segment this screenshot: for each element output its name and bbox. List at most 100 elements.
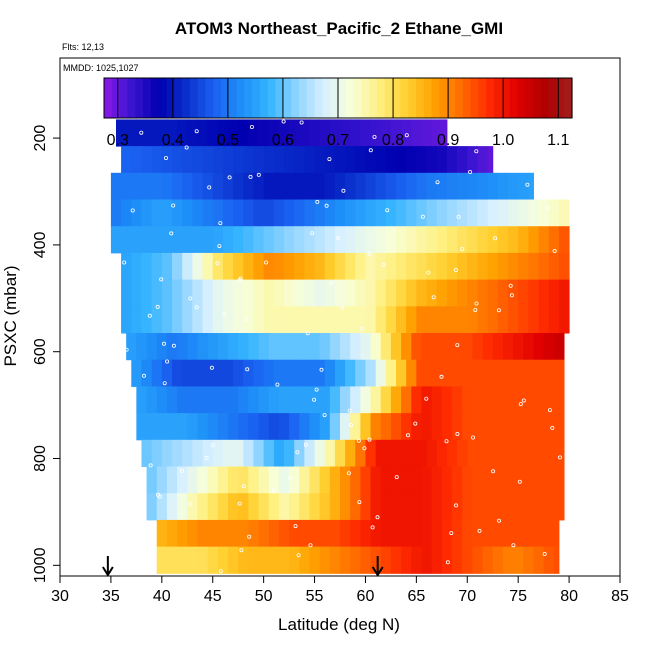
heatmap-cell: [110, 199, 122, 227]
heatmap-cell: [304, 252, 316, 281]
heatmap-cell: [309, 119, 321, 147]
colorbar-segment: [291, 78, 300, 118]
sample-point: [264, 260, 269, 265]
heatmap-cell: [212, 306, 224, 334]
heatmap-cell: [212, 252, 224, 281]
x-axis-label: Latitude (deg N): [278, 615, 400, 634]
heatmap-cell: [401, 386, 412, 414]
heatmap-cell: [462, 493, 473, 521]
heatmap-cell: [268, 466, 280, 494]
sample-point: [404, 133, 409, 138]
heatmap-cell: [110, 226, 122, 254]
arrow-markers: [102, 556, 384, 577]
heatmap-cell: [492, 333, 504, 361]
heatmap-cell: [172, 172, 183, 201]
heatmap-cell: [253, 146, 265, 174]
heatmap-cell: [228, 519, 239, 548]
heatmap-cell: [217, 466, 229, 494]
heatmap-cell: [396, 306, 407, 334]
heatmap-cell: [187, 466, 198, 494]
heatmap-cell: [396, 199, 407, 227]
heatmap-cell: [421, 413, 433, 441]
heatmap-cell: [492, 466, 504, 494]
heatmap-cell: [513, 333, 524, 361]
heatmap-cell: [192, 172, 204, 201]
heatmap-cell: [263, 172, 275, 201]
heatmap-cell: [222, 199, 234, 227]
heatmap-cell: [233, 146, 244, 174]
x-tick-label: 30: [51, 588, 69, 605]
heatmap-cell: [431, 413, 443, 441]
heatmap-cell: [446, 306, 458, 334]
heatmap-cell: [289, 493, 300, 521]
heatmap-cell: [238, 119, 249, 147]
sample-point: [288, 475, 293, 480]
heatmap-cell: [202, 252, 214, 281]
sample-point: [346, 471, 351, 476]
colorbar-segment: [540, 78, 550, 118]
heatmap-cell: [543, 519, 555, 548]
heatmap-cell: [467, 226, 478, 254]
heatmap-cell: [248, 119, 260, 147]
heatmap-cell: [406, 439, 417, 468]
heatmap-cell: [553, 386, 565, 414]
heatmap-cell: [228, 466, 239, 494]
heatmap-cell: [543, 333, 555, 361]
heatmap-cell: [452, 546, 463, 574]
heatmap-cell: [136, 333, 148, 361]
heatmap-cell: [273, 359, 285, 387]
sample-point: [179, 468, 184, 473]
heatmap-cell: [518, 439, 529, 468]
heatmap-cell: [502, 466, 514, 494]
sample-point: [159, 277, 164, 282]
sample-point: [217, 244, 222, 249]
heatmap-cell: [528, 359, 540, 387]
heatmap-cell: [370, 333, 382, 361]
x-axis: 30 35 40 45 50 55 60 65 70 75 80 85: [51, 576, 629, 605]
heatmap-cell: [477, 359, 489, 387]
heatmap-cell: [492, 519, 504, 548]
heatmap-cell: [177, 466, 188, 494]
heatmap-cell: [513, 413, 524, 441]
heatmap-cell: [411, 519, 422, 548]
heatmap-cell: [126, 119, 137, 147]
heatmap-cell: [233, 279, 244, 307]
heatmap-cell: [284, 146, 295, 174]
colorbar-segment: [564, 78, 573, 118]
heatmap-cell: [421, 466, 433, 494]
heatmap-cell: [309, 546, 321, 574]
heatmap-cell: [477, 279, 489, 307]
heatmap-cell: [538, 439, 550, 468]
heatmap-cell: [141, 226, 153, 254]
heatmap-cell: [187, 519, 198, 548]
heatmap-cell: [375, 359, 387, 387]
heatmap-cell: [182, 226, 193, 254]
heatmap-cell: [416, 146, 428, 174]
colorbar-tick-label: 0.3: [107, 132, 129, 149]
heatmap-cell: [497, 199, 509, 227]
heatmap-cell: [446, 199, 458, 227]
heatmap-cell: [187, 119, 198, 147]
heatmap-cell: [553, 413, 565, 441]
heatmap-cell: [319, 119, 331, 147]
heatmap-cell: [156, 119, 168, 147]
heatmap-cell: [268, 493, 280, 521]
heatmap-cell: [553, 333, 565, 361]
colorbar-segment: [470, 78, 479, 118]
heatmap-cell: [156, 519, 168, 548]
heatmap-cell: [131, 199, 142, 227]
heatmap-cell: [238, 493, 249, 521]
heatmap-cell: [365, 172, 377, 201]
heatmap-cell: [197, 333, 209, 361]
heatmap-cell: [482, 386, 494, 414]
heatmap-cell: [411, 119, 422, 147]
heatmap-cell: [324, 359, 336, 387]
heatmap-cell: [502, 386, 514, 414]
heatmap-cell: [253, 306, 265, 334]
heatmap-cell: [452, 386, 463, 414]
heatmap-cell: [558, 306, 570, 334]
heatmap-cell: [253, 226, 265, 254]
colorbar-segment: [548, 78, 557, 118]
heatmap-cell: [411, 333, 422, 361]
colorbar-segment: [330, 78, 339, 118]
